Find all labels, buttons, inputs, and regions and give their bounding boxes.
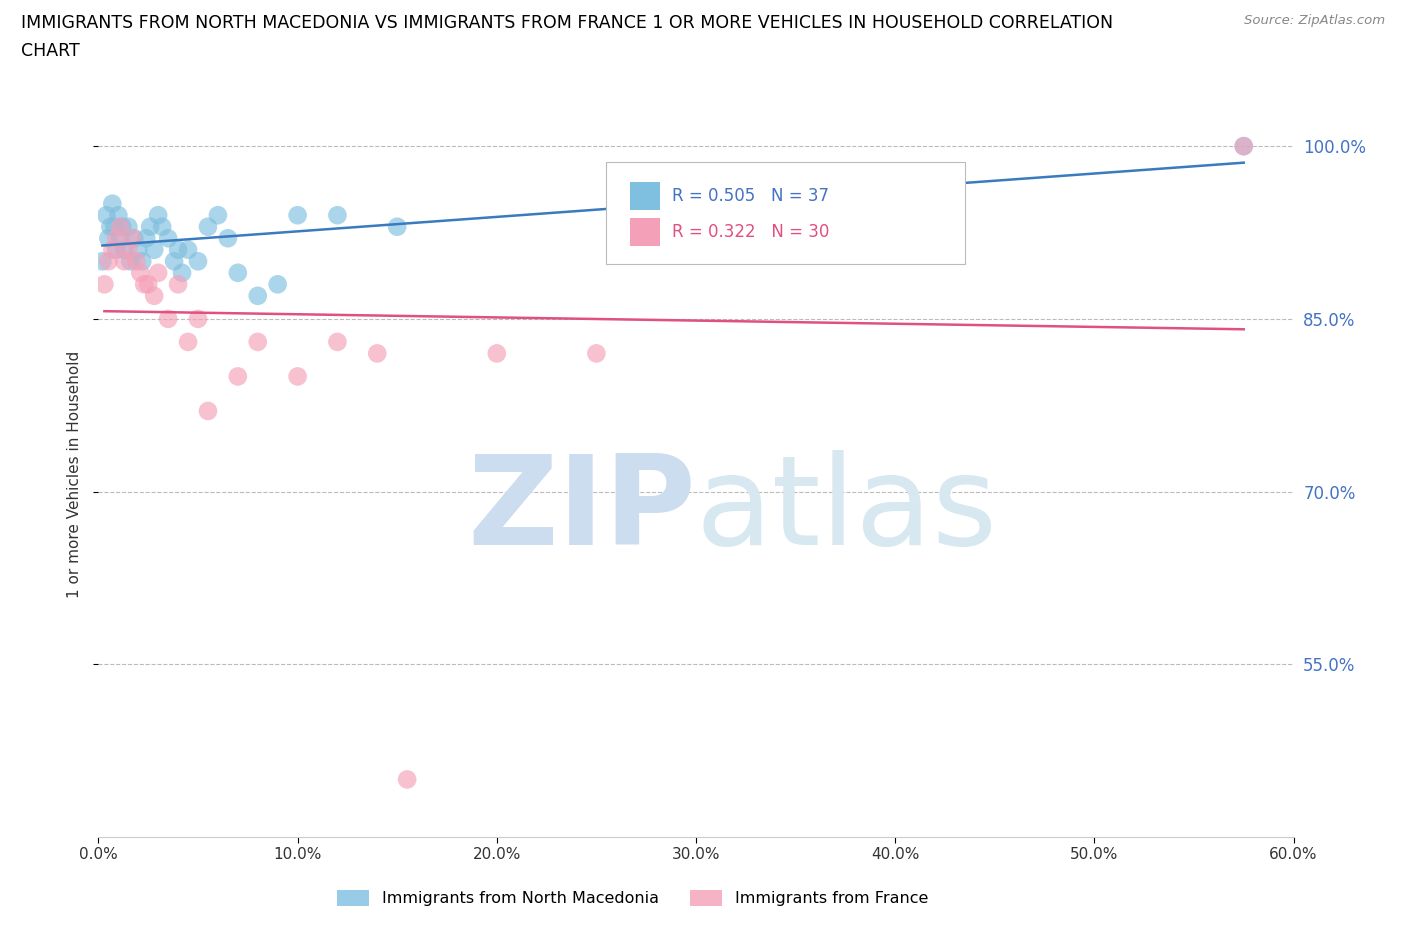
Point: [112, 243, 135, 258]
Point: [148, 207, 170, 222]
FancyBboxPatch shape: [630, 182, 661, 209]
Point: [97, 231, 120, 246]
Point: [131, 254, 153, 269]
Point: [197, 219, 219, 234]
Point: [120, 254, 142, 269]
Point: [207, 207, 229, 222]
Point: [101, 243, 124, 258]
Text: R = 0.505   N = 37: R = 0.505 N = 37: [672, 187, 830, 205]
FancyBboxPatch shape: [606, 163, 965, 264]
Y-axis label: 1 or more Vehicles in Household: 1 or more Vehicles in Household: [67, 351, 83, 598]
Point: [326, 335, 349, 350]
Text: IMMIGRANTS FROM NORTH MACEDONIA VS IMMIGRANTS FROM FRANCE 1 OR MORE VEHICLES IN : IMMIGRANTS FROM NORTH MACEDONIA VS IMMIG…: [21, 14, 1114, 32]
Point: [226, 265, 249, 280]
Point: [105, 231, 128, 246]
Point: [117, 219, 139, 234]
Point: [107, 207, 129, 222]
Point: [187, 254, 209, 269]
Point: [585, 346, 607, 361]
Point: [96, 207, 118, 222]
FancyBboxPatch shape: [630, 219, 661, 246]
Point: [112, 254, 135, 269]
Point: [157, 312, 180, 326]
Point: [197, 404, 219, 418]
Point: [111, 219, 134, 234]
Point: [246, 335, 269, 350]
Point: [326, 207, 349, 222]
Point: [396, 772, 419, 787]
Point: [150, 219, 173, 234]
Text: ZIP: ZIP: [467, 450, 696, 571]
Point: [134, 277, 156, 292]
Point: [143, 243, 166, 258]
Point: [1233, 139, 1256, 153]
Point: [103, 219, 125, 234]
Point: [157, 231, 180, 246]
Point: [1233, 139, 1256, 153]
Point: [127, 243, 149, 258]
Point: [163, 254, 186, 269]
Legend: Immigrants from North Macedonia, Immigrants from France: Immigrants from North Macedonia, Immigra…: [330, 884, 935, 912]
Point: [98, 219, 122, 234]
Point: [366, 346, 388, 361]
Point: [105, 243, 128, 258]
Point: [91, 254, 114, 269]
Point: [97, 254, 120, 269]
Point: [267, 277, 290, 292]
Point: [135, 231, 157, 246]
Point: [125, 254, 148, 269]
Point: [485, 346, 508, 361]
Point: [177, 335, 200, 350]
Point: [101, 196, 124, 211]
Point: [110, 231, 132, 246]
Point: [121, 231, 143, 246]
Point: [124, 231, 146, 246]
Text: Source: ZipAtlas.com: Source: ZipAtlas.com: [1244, 14, 1385, 27]
Point: [167, 277, 190, 292]
Point: [110, 219, 132, 234]
Point: [136, 277, 159, 292]
Text: CHART: CHART: [21, 42, 80, 60]
Point: [287, 369, 309, 384]
Point: [246, 288, 269, 303]
Point: [385, 219, 409, 234]
Point: [172, 265, 194, 280]
Point: [226, 369, 249, 384]
Point: [139, 219, 162, 234]
Point: [143, 288, 166, 303]
Point: [167, 243, 190, 258]
Point: [217, 231, 239, 246]
Point: [93, 277, 115, 292]
Point: [177, 243, 200, 258]
Point: [187, 312, 209, 326]
Point: [129, 265, 152, 280]
Point: [148, 265, 170, 280]
Text: R = 0.322   N = 30: R = 0.322 N = 30: [672, 223, 830, 241]
Point: [117, 243, 139, 258]
Text: atlas: atlas: [696, 450, 998, 571]
Point: [287, 207, 309, 222]
